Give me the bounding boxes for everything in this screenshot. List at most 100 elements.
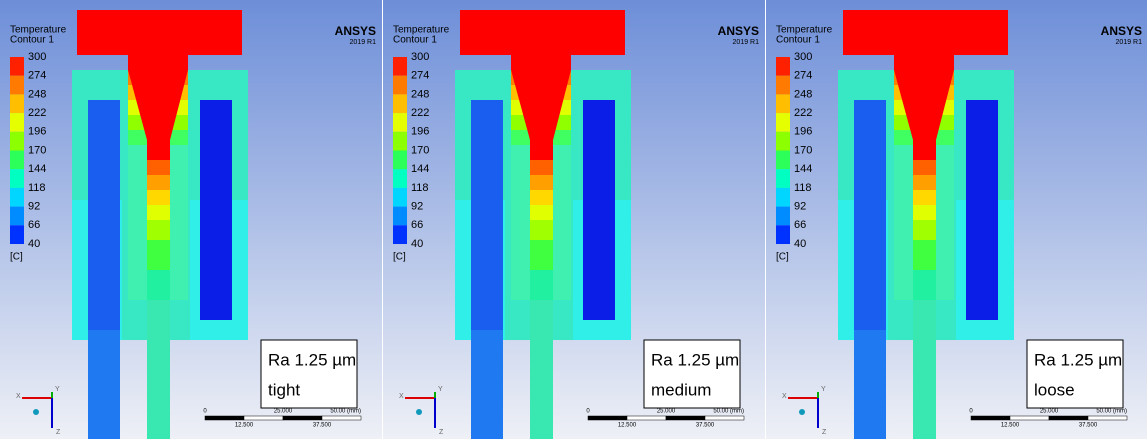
left-column bbox=[854, 330, 886, 439]
origin bbox=[33, 409, 39, 415]
legend-level: 248 bbox=[794, 88, 812, 100]
legend-level: 274 bbox=[28, 70, 46, 82]
legend-level: 300 bbox=[794, 51, 812, 63]
label-line2: loose bbox=[1034, 380, 1075, 399]
scale-tick: 50.00 (mm) bbox=[1096, 409, 1127, 415]
scale-minor: 12.500 bbox=[618, 423, 637, 429]
legend-level: 222 bbox=[28, 107, 46, 119]
legend-swatch bbox=[393, 131, 407, 151]
right-column bbox=[583, 100, 615, 320]
scale-segment bbox=[587, 415, 628, 421]
origin bbox=[799, 409, 805, 415]
legend-swatch bbox=[776, 75, 790, 95]
legend-swatch bbox=[10, 225, 24, 244]
band bbox=[530, 175, 553, 190]
legend-swatch bbox=[10, 94, 24, 114]
label-box bbox=[260, 339, 358, 409]
top-block bbox=[77, 10, 242, 55]
right-column bbox=[200, 100, 232, 320]
band bbox=[147, 160, 170, 175]
legend-swatch bbox=[393, 225, 407, 244]
legend-level: 118 bbox=[28, 182, 46, 194]
legend-swatch bbox=[776, 187, 790, 207]
top-block bbox=[843, 10, 1008, 55]
band bbox=[913, 190, 936, 205]
legend-level: 66 bbox=[28, 219, 40, 231]
legend-level: 274 bbox=[411, 70, 429, 82]
scale-segment bbox=[321, 415, 362, 421]
scale-segment bbox=[204, 415, 245, 421]
legend-swatch bbox=[10, 131, 24, 151]
legend-level: 118 bbox=[794, 182, 812, 194]
label-line2: tight bbox=[268, 380, 300, 399]
label-line1: Ra 1.25 µm bbox=[268, 350, 356, 369]
scale-tick: 0 bbox=[969, 409, 973, 415]
band bbox=[147, 175, 170, 190]
legend-level: 274 bbox=[794, 70, 812, 82]
legend-swatch bbox=[10, 57, 24, 76]
scale-tick: 50.00 (mm) bbox=[713, 409, 744, 415]
legend-swatch bbox=[393, 187, 407, 207]
legend-swatch bbox=[393, 94, 407, 114]
logo-version: 2019 R1 bbox=[1116, 39, 1143, 46]
top-block bbox=[460, 10, 625, 55]
legend-subtitle: Contour 1 bbox=[10, 35, 54, 46]
legend-swatch bbox=[776, 57, 790, 76]
band bbox=[530, 205, 553, 220]
band bbox=[913, 270, 936, 300]
legend-swatch bbox=[393, 75, 407, 95]
band bbox=[913, 240, 936, 270]
band bbox=[913, 175, 936, 190]
logo-name: ANSYS bbox=[1101, 24, 1142, 38]
axis-label: Y bbox=[55, 386, 60, 393]
legend-unit: [C] bbox=[393, 252, 406, 263]
axis-label: Y bbox=[821, 386, 826, 393]
scale-segment bbox=[1087, 415, 1128, 421]
band bbox=[913, 160, 936, 175]
label-line2: medium bbox=[651, 380, 711, 399]
scale-tick: 25.000 bbox=[1040, 409, 1059, 415]
legend-swatch bbox=[393, 113, 407, 132]
band bbox=[530, 220, 553, 240]
axis-label: Z bbox=[439, 429, 444, 436]
right-column bbox=[966, 100, 998, 320]
band bbox=[147, 205, 170, 220]
legend-level: 66 bbox=[794, 219, 806, 231]
legend-swatch bbox=[393, 150, 407, 170]
legend-level: 40 bbox=[411, 238, 423, 250]
scale-tick: 50.00 (mm) bbox=[330, 409, 361, 415]
band bbox=[530, 190, 553, 205]
legend-swatch bbox=[776, 131, 790, 151]
legend-swatch bbox=[776, 94, 790, 114]
legend-level: 222 bbox=[411, 107, 429, 119]
hot-core bbox=[511, 55, 571, 160]
band bbox=[913, 205, 936, 220]
logo-name: ANSYS bbox=[335, 24, 376, 38]
scale-segment bbox=[282, 415, 323, 421]
scale-minor: 12.500 bbox=[235, 423, 254, 429]
legend-swatch bbox=[10, 150, 24, 170]
legend-unit: [C] bbox=[10, 252, 23, 263]
legend-level: 118 bbox=[411, 182, 429, 194]
legend-level: 248 bbox=[411, 88, 429, 100]
axis-label: Y bbox=[438, 386, 443, 393]
legend-level: 170 bbox=[794, 144, 812, 156]
stem bbox=[530, 300, 553, 439]
legend-level: 40 bbox=[794, 238, 806, 250]
scale-segment bbox=[665, 415, 706, 421]
legend-swatch bbox=[776, 225, 790, 244]
legend-title: Temperature bbox=[393, 25, 450, 36]
legend-level: 144 bbox=[411, 163, 429, 175]
legend-swatch bbox=[776, 206, 790, 226]
label-box bbox=[643, 339, 741, 409]
axis-label: Z bbox=[822, 429, 827, 436]
stem bbox=[913, 300, 936, 439]
scale-segment bbox=[1009, 415, 1050, 421]
legend-level: 170 bbox=[28, 144, 46, 156]
legend-swatch bbox=[776, 150, 790, 170]
legend-level: 300 bbox=[411, 51, 429, 63]
